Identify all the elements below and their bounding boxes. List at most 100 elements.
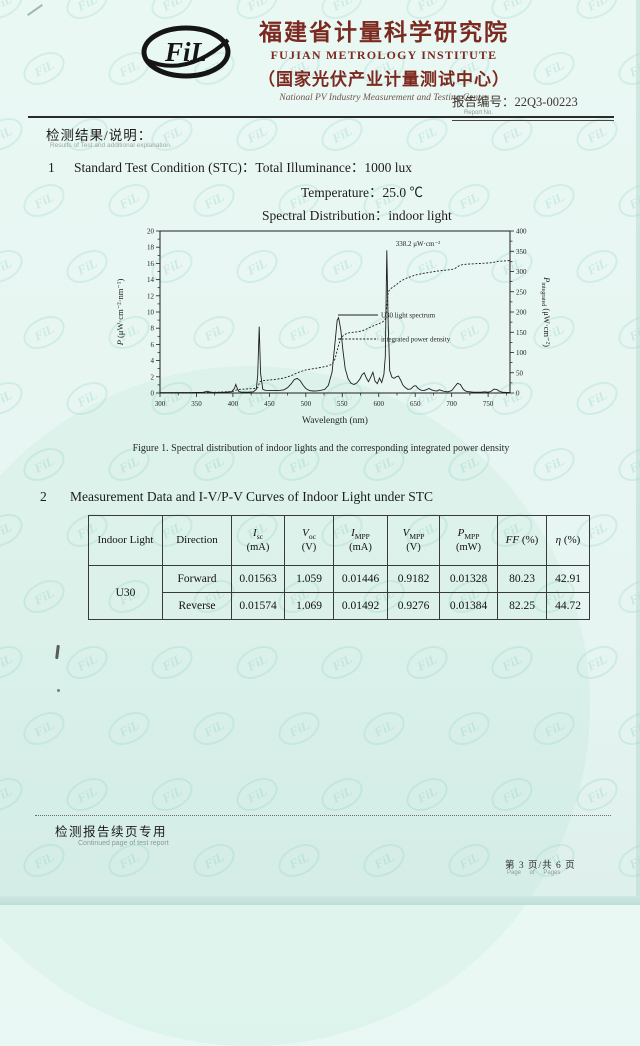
continued-page-label-en: Continued page of test report: [78, 840, 169, 847]
y-left-tick-label: 20: [147, 228, 155, 236]
y-left-tick-label: 0: [151, 390, 155, 398]
section2-number: 2: [40, 489, 47, 504]
cell-forward-eta: 42.91: [546, 565, 590, 593]
results-heading: 检测结果/说明：: [46, 128, 153, 143]
x-tick-label: 550: [337, 400, 348, 408]
report-number: 报告编号：22Q3-00223 Report No.: [452, 91, 614, 121]
x-axis-label: Wavelength (nm): [302, 415, 368, 426]
y-right-axis-label: Pintegrated (μW·cm⁻²): [540, 276, 552, 347]
column-header-impp: IMPP (mA): [333, 515, 388, 566]
y-right-tick-label: 0: [516, 390, 520, 398]
table-row-forward: U30 Forward 0.01563 1.059 0.01446 0.9182 0.013…: [88, 565, 590, 620]
section2-heading: 2 Measurement Data and I-V/P-V Curves of …: [40, 489, 433, 505]
scan-artifact-fold: [27, 4, 43, 16]
y-right-tick-label: 200: [516, 309, 527, 317]
page-number-en: Page of Pages: [507, 870, 561, 876]
cell-reverse-isc: 0.01574: [231, 592, 285, 620]
temperature-line: Temperature：25.0 ℃: [301, 185, 424, 200]
cell-forward-direction: Forward: [162, 565, 232, 593]
cell-forward-ff: 80.23: [497, 565, 547, 593]
y-left-tick-label: 18: [147, 244, 155, 252]
report-number-sublabel: Report No.: [464, 110, 494, 116]
footer-divider: [35, 815, 611, 816]
y-right-tick-label: 250: [516, 288, 527, 296]
institute-title-cn: 福建省计量科学研究院: [259, 20, 509, 45]
cell-forward-isc: 0.01563: [231, 565, 285, 593]
table-header-row: Indoor Light Direction Isc (mA) Voc (V) IMPP (m…: [88, 515, 590, 566]
cell-group-label: U30: [88, 565, 163, 620]
header-divider: [28, 116, 614, 118]
item-number: 1: [48, 160, 55, 175]
cell-reverse-impp: 0.01492: [333, 592, 388, 620]
cell-forward-voc: 1.059: [284, 565, 334, 593]
measurement-table: Indoor Light Direction Isc (mA) Voc (V) IMPP (m…: [88, 515, 590, 620]
cell-forward-pmpp: 0.01328: [439, 565, 498, 593]
institute-logo: FiL: [140, 24, 232, 82]
scan-artifact-dot: [57, 689, 60, 692]
x-tick-label: 450: [264, 400, 275, 408]
column-header-direction: Direction: [162, 515, 232, 566]
plot-frame: [159, 230, 511, 394]
y-right-tick-label: 300: [516, 268, 527, 276]
cell-reverse-pmpp: 0.01384: [439, 592, 498, 620]
legend-label-integrated: integrated power density: [381, 336, 451, 344]
cell-forward-vmpp: 0.9182: [387, 565, 440, 593]
x-tick-label: 700: [446, 400, 457, 408]
cell-reverse-vmpp: 0.9276: [387, 592, 440, 620]
table-row-reverse: Reverse 0.01574 1.069 0.01492 0.9276 0.01384 8…: [89, 592, 590, 620]
y-right-tick-label: 350: [516, 248, 527, 256]
svg-text:FiL: FiL: [164, 37, 207, 67]
y-left-tick-label: 4: [151, 357, 155, 365]
y-left-tick-label: 14: [147, 276, 155, 284]
page-number: 第 3 页/共 6 页: [505, 861, 576, 871]
column-header-ff: FF (%): [497, 515, 547, 566]
institute-subtitle-cn: （国家光伏产业计量测试中心）: [258, 70, 510, 89]
y-right-tick-label: 400: [516, 228, 527, 236]
figure-caption: Figure 1. Spectral distribution of indoo…: [132, 443, 510, 454]
column-header-indoor-light: Indoor Light: [88, 515, 163, 566]
column-header-voc: Voc (V): [284, 515, 334, 566]
y-left-tick-label: 16: [147, 260, 155, 268]
y-left-axis-label: P (μW·cm⁻²·nm⁻¹): [115, 279, 125, 347]
total-power-annotation: 338.2 μW·cm⁻²: [396, 240, 441, 248]
x-tick-label: 650: [410, 400, 421, 408]
y-left-tick-label: 12: [147, 292, 155, 300]
x-tick-label: 500: [301, 400, 312, 408]
spectral-distribution-line: Spectral Distribution：indoor light: [262, 208, 452, 223]
spectral-chart: 300 350 400 450 500 550 600 650 700 7500246810121…: [115, 228, 552, 427]
cell-reverse-voc: 1.069: [284, 592, 334, 620]
cell-reverse-ff: 82.25: [497, 592, 547, 620]
cell-forward-impp: 0.01446: [333, 565, 388, 593]
cell-reverse-direction: Reverse: [162, 592, 232, 620]
x-tick-label: 350: [191, 400, 202, 408]
cell-reverse-eta: 44.72: [546, 592, 590, 620]
column-header-pmpp: PMPP (mW): [439, 515, 498, 566]
y-right-tick-label: 100: [516, 349, 527, 357]
y-left-tick-label: 10: [147, 309, 155, 317]
report-number-value: 22Q3-00223: [514, 95, 578, 109]
x-tick-label: 600: [374, 400, 385, 408]
scan-edge-right: [636, 0, 640, 905]
section2-title: Measurement Data and I-V/P-V Curves of I…: [70, 489, 434, 504]
column-header--: η (%): [546, 515, 590, 566]
x-tick-label: 400: [228, 400, 239, 408]
y-right-tick-label: 50: [516, 369, 524, 377]
y-left-tick-label: 6: [151, 341, 155, 349]
results-heading-en: Results of Test and additional explanati…: [50, 142, 172, 149]
y-right-tick-label: 150: [516, 329, 527, 337]
institute-subtitle-en: National PV Industry Measurement and Tes…: [279, 93, 489, 103]
scan-artifact-staple: [55, 644, 60, 660]
x-tick-label: 750: [483, 400, 494, 408]
fil-logo-icon: FiL: [141, 25, 231, 79]
report-page: FiL 福建省计量科学研究院 FUJIAN METROLOGY INSTITUT…: [0, 0, 640, 905]
institute-title-en: FUJIAN METROLOGY INSTITUTE: [270, 48, 498, 62]
spectral-chart-figure: 300 350 400 450 500 550 600 650 700 750 0 2 4 6 8 10 12 1…: [110, 219, 558, 433]
series-U30-light-spectrum: [160, 250, 510, 394]
column-header-vmpp: VMPP (V): [387, 515, 440, 566]
continued-page-label-cn: 检测报告续页专用: [55, 825, 168, 839]
series-integrated-power-density: [159, 260, 511, 394]
column-header-isc: Isc (mA): [231, 515, 285, 566]
report-number-label: 报告编号：: [452, 95, 515, 109]
scan-edge-bottom: [0, 896, 640, 905]
measurement-table-wrap: Indoor Light Direction Isc (mA) Voc (V) IMPP (m…: [88, 515, 590, 620]
